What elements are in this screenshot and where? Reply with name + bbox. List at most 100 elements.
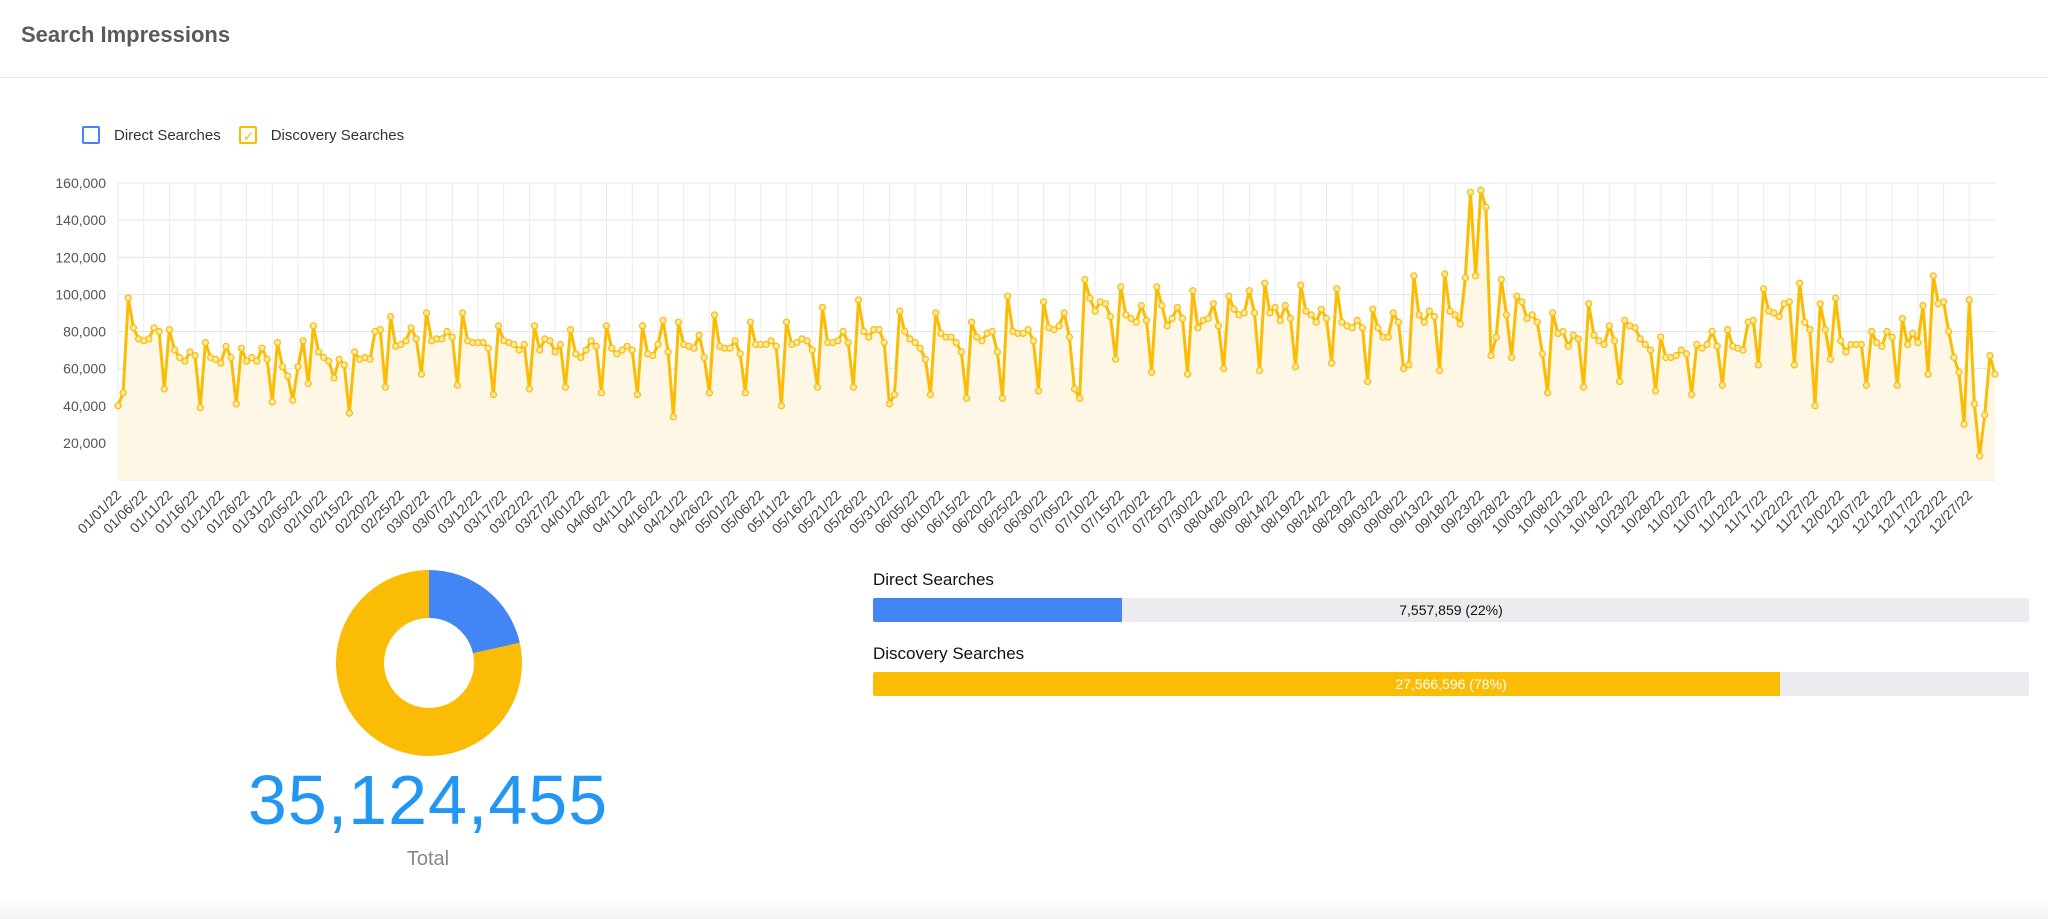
data-point-discovery-searches [731,337,739,345]
data-point-discovery-searches [1945,327,1953,336]
data-point-discovery-searches [407,324,415,332]
page-header: Search Impressions [0,0,2048,78]
data-point-discovery-searches [1111,355,1120,363]
direct-searches-progress-track[interactable]: 7,557,859 (22%) [873,598,2029,622]
data-point-discovery-searches [1081,275,1089,284]
data-point-discovery-searches [613,350,621,358]
data-point-discovery-searches [803,337,811,345]
data-point-discovery-searches [489,391,497,399]
data-point-discovery-searches [1795,279,1804,287]
data-point-discovery-searches [1163,322,1171,330]
data-point-discovery-searches [1523,314,1531,323]
chart-points [114,186,1999,460]
check-icon: ✓ [242,128,255,144]
data-point-discovery-searches [1312,318,1320,326]
data-point-discovery-searches [1888,333,1896,341]
data-point-discovery-searches [1106,313,1115,321]
data-point-discovery-searches [1708,327,1716,336]
data-point-discovery-searches [320,353,328,362]
data-point-discovery-searches [1117,283,1125,291]
donut-chart[interactable] [334,568,524,758]
data-point-discovery-searches [1759,285,1768,293]
data-point-discovery-searches [1492,333,1500,341]
data-point-discovery-searches [710,311,719,319]
data-point-discovery-searches [124,294,132,302]
data-point-discovery-searches [191,352,199,360]
data-point-discovery-searches [1739,346,1747,354]
data-point-discovery-searches [577,353,585,362]
data-point-discovery-searches [736,350,744,358]
chart-area [118,190,1995,480]
data-point-discovery-searches [397,340,405,349]
data-point-discovery-searches [1183,370,1192,378]
data-point-discovery-searches [1513,292,1521,300]
data-point-discovery-searches [1019,329,1027,337]
line-chart[interactable]: 20,000 40,000 60,000 80,000 100,000 120,000 14… [0,160,2048,560]
data-point-discovery-searches [1723,326,1732,334]
data-point-discovery-searches [1713,342,1721,350]
direct-searches-value-label: 7,557,859 (22%) [1399,602,1503,618]
data-point-discovery-searches [1785,298,1793,306]
data-point-discovery-searches [351,348,359,356]
data-point-discovery-searches [1672,352,1680,360]
data-point-discovery-searches [808,346,816,354]
data-point-discovery-searches [1898,314,1907,323]
page-title: Search Impressions [21,22,231,47]
total-label: Total [406,848,450,870]
data-point-discovery-searches [978,337,986,345]
data-point-discovery-searches [1158,301,1166,310]
data-point-discovery-searches [885,400,894,408]
data-point-discovery-searches [1693,340,1701,349]
data-point-discovery-searches [1338,318,1346,326]
data-point-discovery-searches [901,327,909,336]
data-point-discovery-searches [906,335,914,343]
x-axis-ticks: 01/01/2201/06/2201/11/2201/16/2201/21/22… [74,487,1975,537]
y-tick-label: 140,000 [55,212,106,228]
data-point-discovery-searches [294,363,302,371]
data-point-discovery-searches [1353,316,1361,324]
data-point-discovery-searches [1147,368,1156,376]
data-point-discovery-searches [402,337,410,345]
data-point-discovery-searches [510,340,518,349]
data-point-discovery-searches [1194,324,1202,332]
legend-checkbox-discovery-searches[interactable]: ✓ [238,126,257,144]
data-point-discovery-searches [1245,287,1253,295]
data-point-discovery-searches [1420,318,1428,326]
direct-searches-progress-fill [873,598,1122,622]
data-point-discovery-searches [1189,287,1197,295]
legend-item-discovery-searches[interactable]: ✓ Discovery Searches [238,126,404,144]
data-point-discovery-searches [988,327,996,336]
data-point-discovery-searches [1595,337,1603,345]
data-point-discovery-searches [957,348,966,356]
data-point-discovery-searches [1204,314,1212,323]
donut-slice-direct-searches [429,570,520,654]
data-point-discovery-searches [160,385,168,393]
legend-item-direct-searches[interactable]: Direct Searches [82,126,221,144]
discovery-searches-progress-track[interactable]: 27,566,596 (78%) [873,672,2029,696]
data-point-discovery-searches [1307,311,1315,319]
data-point-discovery-searches [1981,411,1989,419]
data-point-discovery-searches [176,353,184,362]
data-point-discovery-searches [484,344,492,352]
data-point-discovery-searches [1225,292,1233,300]
data-point-discovery-searches [1569,331,1577,339]
data-point-discovery-searches [1893,381,1901,389]
data-point-discovery-searches [253,357,261,365]
data-point-discovery-searches [932,309,940,317]
data-point-discovery-searches [1924,370,1932,378]
data-point-discovery-searches [1960,420,1968,428]
discovery-searches-bar-block: Discovery Searches 27,566,596 (78%) [873,644,2029,696]
data-point-discovery-searches [1399,365,1408,373]
data-point-discovery-searches [1024,326,1032,334]
data-point-discovery-searches [1909,329,1917,337]
data-point-discovery-searches [1975,452,1984,460]
data-point-discovery-searches [165,326,173,334]
data-point-discovery-searches [304,379,312,388]
data-point-discovery-searches [1646,346,1655,354]
data-point-discovery-searches [1965,296,1973,304]
data-point-discovery-searches [186,348,194,356]
legend-checkbox-direct-searches[interactable] [82,126,100,144]
data-point-discovery-searches [998,394,1007,402]
data-point-discovery-searches [248,353,256,362]
data-point-discovery-searches [289,396,297,404]
